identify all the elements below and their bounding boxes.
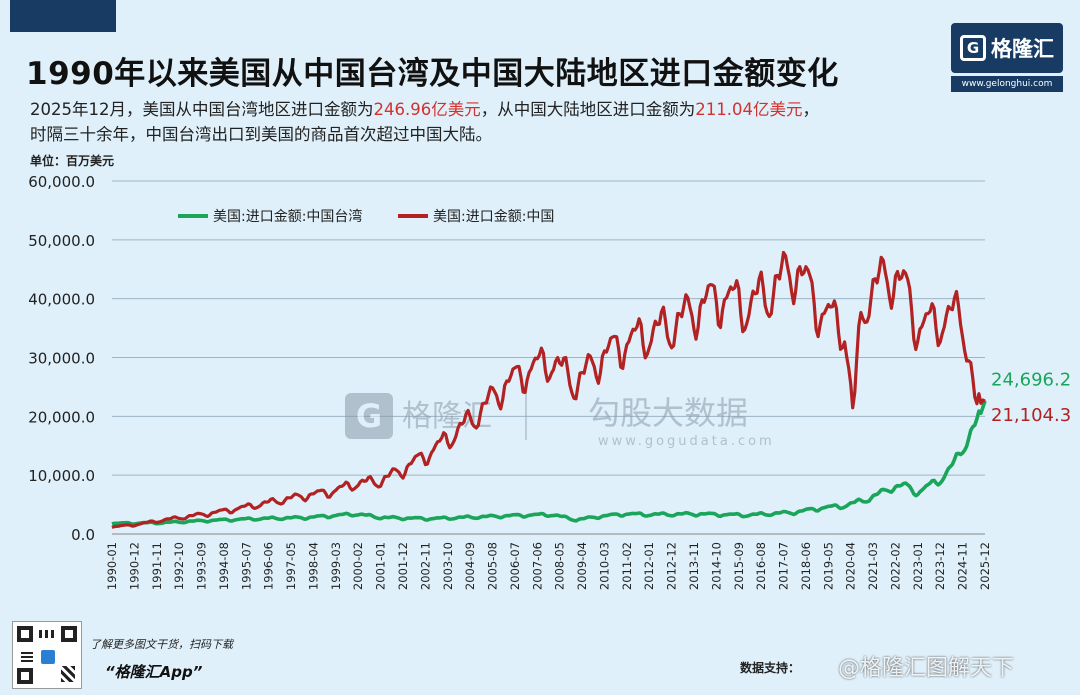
grid-lines <box>112 180 985 535</box>
x-tick-label: 2020-04 <box>844 542 858 590</box>
y-tick-label: 10,000.0 <box>28 467 95 485</box>
x-tick-label: 2023-01 <box>911 542 925 590</box>
qr-logo-icon <box>41 650 55 664</box>
x-tick-label: 2008-05 <box>553 542 567 590</box>
x-tick-label: 1993-09 <box>195 542 209 590</box>
subtitle-line-1: 2025年12月，美国从中国台湾地区进口金额为246.96亿美元，从中国大陆地区… <box>30 97 930 122</box>
x-tick-label: 2014-10 <box>709 542 723 590</box>
subtitle: 2025年12月，美国从中国台湾地区进口金额为246.96亿美元，从中国大陆地区… <box>30 97 930 147</box>
x-tick-label: 1990-01 <box>105 542 119 590</box>
legend-label: 美国:进口金额:中国 <box>433 209 554 225</box>
x-tick-label: 1994-08 <box>217 542 231 590</box>
x-tick-label: 2002-11 <box>418 542 432 590</box>
watermark-url: www.gogudata.com <box>598 434 775 449</box>
x-axis-ticks: 1990-01 1990-12 1991-11 1992-10 1993-09 1994-… <box>105 542 992 590</box>
end-label: 21,104.3 <box>991 405 1071 426</box>
x-tick-label: 2012-01 <box>642 542 656 590</box>
watermark: G 格隆汇 勾股大数据 www.gogudata.com <box>345 392 775 449</box>
legend-label: 美国:进口金额:中国台湾 <box>213 208 362 225</box>
top-bar-decoration <box>10 0 116 32</box>
qr-code[interactable] <box>12 621 82 689</box>
x-tick-label: 1995-07 <box>239 542 253 590</box>
brand-logo: G 格隆汇 <box>951 23 1063 73</box>
x-tick-label: 2022-02 <box>888 542 902 590</box>
x-tick-label: 2012-12 <box>665 542 679 590</box>
series-line <box>111 250 986 529</box>
x-tick-label: 2000-02 <box>351 542 365 590</box>
y-tick-label: 0.0 <box>71 526 95 544</box>
x-tick-label: 1996-06 <box>262 542 276 590</box>
x-tick-label: 2017-07 <box>777 542 791 590</box>
series-lines <box>111 250 987 529</box>
x-tick-label: 2021-03 <box>866 542 880 590</box>
app-name: “格隆汇App” <box>105 663 203 681</box>
x-tick-label: 2025-12 <box>978 542 992 590</box>
x-tick-label: 2016-08 <box>754 542 768 590</box>
legend: 美国:进口金额:中国台湾 美国:进口金额:中国 <box>178 208 554 225</box>
end-label: 24,696.2 <box>991 370 1071 391</box>
x-tick-label: 2001-01 <box>374 542 388 590</box>
subtitle-text: ，从中国大陆地区进口金额为 <box>480 100 696 119</box>
series-line <box>111 400 987 526</box>
x-tick-label: 2009-04 <box>575 542 589 590</box>
y-axis-ticks: 60,000.0 50,000.0 40,000.0 30,000.0 20,000.0… <box>28 173 95 544</box>
x-tick-label: 1998-04 <box>306 542 320 590</box>
x-tick-label: 2001-12 <box>396 542 410 590</box>
y-tick-label: 30,000.0 <box>28 350 95 368</box>
y-tick-label: 40,000.0 <box>28 291 95 309</box>
x-tick-label: 1992-10 <box>172 542 186 590</box>
brand-url: www.gelonghui.com <box>951 76 1063 92</box>
x-tick-label: 1997-05 <box>284 542 298 590</box>
subtitle-text: 2025年12月，美国从中国台湾地区进口金额为 <box>30 100 374 119</box>
brand-name: 格隆汇 <box>991 37 1054 61</box>
watermark-gogu: 勾股大数据 <box>588 394 748 432</box>
weibo-watermark: @格隆汇图解天下 <box>838 656 1015 681</box>
x-tick-label: 2004-09 <box>463 542 477 590</box>
taiwan-value: 246.96亿美元 <box>373 100 481 119</box>
page-title: 1990年以来美国从中国台湾及中国大陆地区进口金额变化 <box>26 56 839 92</box>
x-tick-label: 1991-11 <box>150 542 164 590</box>
data-source: 数据支持： <box>740 661 801 675</box>
x-tick-label: 2024-11 <box>956 542 970 590</box>
x-tick-label: 2019-05 <box>821 542 835 590</box>
x-tick-label: 1990-12 <box>127 542 141 590</box>
x-tick-label: 2007-06 <box>530 542 544 590</box>
x-tick-label: 2005-08 <box>486 542 500 590</box>
y-tick-label: 20,000.0 <box>28 408 95 426</box>
qr-caption: 了解更多图文干货，扫码下载 <box>90 638 233 651</box>
x-tick-label: 2006-07 <box>508 542 522 590</box>
china-value: 211.04亿美元 <box>695 100 803 119</box>
y-tick-label: 50,000.0 <box>28 232 95 250</box>
unit-label: 单位：百万美元 <box>30 154 115 168</box>
subtitle-line-2: 时隔三十余年，中国台湾出口到美国的商品首次超过中国大陆。 <box>30 125 492 144</box>
y-tick-label: 60,000.0 <box>28 173 95 191</box>
x-tick-label: 2013-11 <box>687 542 701 590</box>
svg-text:G: G <box>356 397 382 435</box>
x-tick-label: 2018-06 <box>799 542 813 590</box>
x-tick-label: 2011-02 <box>620 542 634 590</box>
subtitle-text: ， <box>802 100 819 119</box>
logo-g-icon: G <box>960 35 986 61</box>
x-tick-label: 2023-12 <box>933 542 947 590</box>
watermark-g-icon <box>345 393 393 439</box>
end-labels: 24,696.2 21,104.3 <box>991 370 1071 426</box>
x-tick-label: 2003-10 <box>441 542 455 590</box>
line-chart: 60,000.0 50,000.0 40,000.0 30,000.0 20,000.0… <box>28 173 1071 590</box>
x-tick-label: 1999-03 <box>329 542 343 590</box>
x-tick-label: 2010-03 <box>597 542 611 590</box>
x-tick-label: 2015-09 <box>732 542 746 590</box>
